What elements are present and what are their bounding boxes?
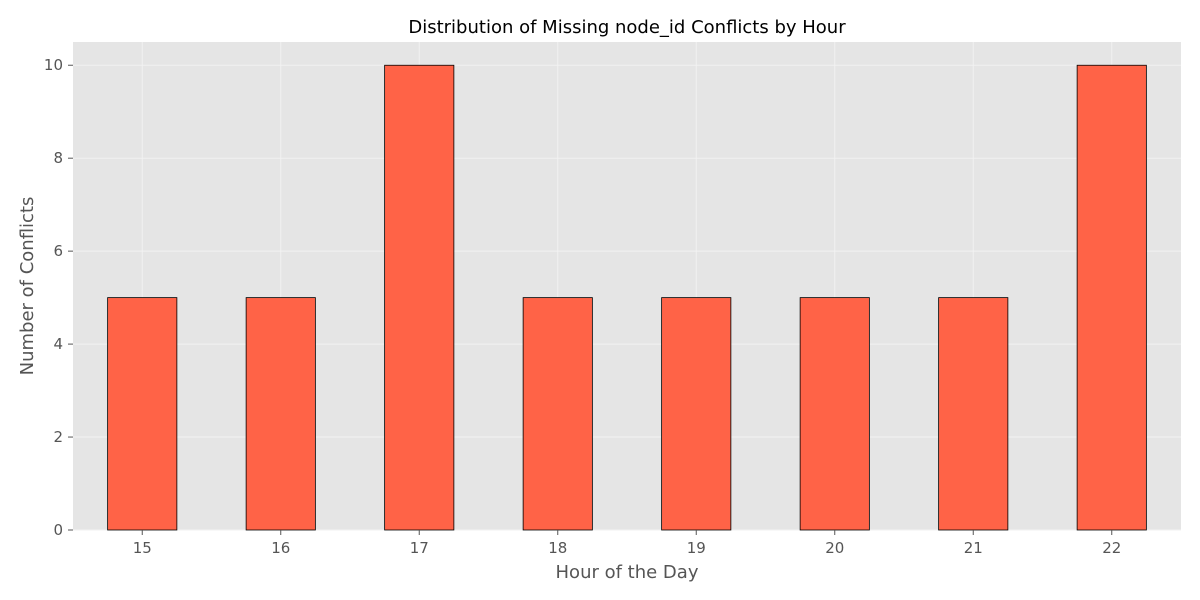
y-tick-label: 6 (53, 242, 63, 260)
y-tick-label: 8 (53, 149, 63, 167)
x-axis-ticks: 15 16 17 18 19 20 21 22 (133, 530, 1121, 557)
y-tick-label: 2 (53, 428, 63, 446)
bar-15 (107, 297, 178, 531)
x-tick-label: 18 (548, 539, 567, 557)
x-axis-label: Hour of the Day (556, 562, 699, 583)
x-tick-label: 22 (1102, 539, 1121, 557)
bar-16 (245, 297, 316, 531)
x-tick-label: 19 (687, 539, 706, 557)
x-tick-label: 16 (271, 539, 290, 557)
y-axis-label: Number of Conflicts (17, 197, 38, 376)
x-tick-label: 15 (133, 539, 152, 557)
bar-18 (522, 297, 593, 531)
bar-17 (384, 64, 455, 531)
y-tick-label: 0 (53, 521, 63, 539)
y-axis-ticks: 0 2 4 6 8 10 (44, 56, 73, 539)
bar-22 (1076, 64, 1147, 531)
bar-20 (799, 297, 870, 531)
x-tick-label: 17 (410, 539, 429, 557)
bar-19 (661, 297, 732, 531)
plot-area (73, 42, 1181, 530)
bars (107, 64, 1147, 531)
y-tick-label: 10 (44, 56, 63, 74)
bar-21 (938, 297, 1009, 531)
x-tick-label: 20 (825, 539, 844, 557)
x-tick-label: 21 (964, 539, 983, 557)
y-tick-label: 4 (53, 335, 63, 353)
chart-title: Distribution of Missing node_id Conflict… (408, 17, 846, 38)
